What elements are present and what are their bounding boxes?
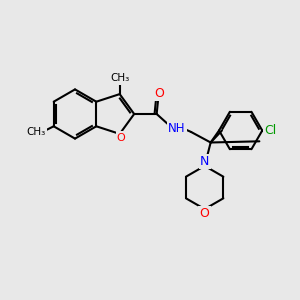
- Text: CH₃: CH₃: [27, 127, 46, 137]
- Text: N: N: [200, 155, 209, 168]
- Text: CH₃: CH₃: [110, 74, 129, 83]
- Text: O: O: [154, 87, 164, 100]
- Text: O: O: [117, 133, 126, 142]
- Text: NH: NH: [168, 122, 186, 136]
- Text: O: O: [200, 207, 210, 220]
- Text: Cl: Cl: [265, 124, 277, 137]
